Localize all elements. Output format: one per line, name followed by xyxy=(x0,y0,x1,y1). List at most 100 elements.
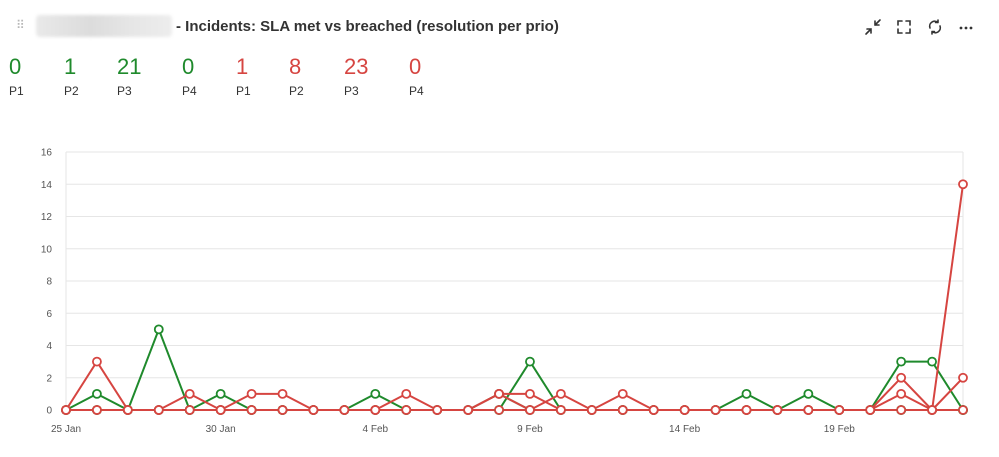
y-tick-label: 8 xyxy=(46,277,52,288)
data-point xyxy=(215,388,226,399)
kpi-label: P4 xyxy=(409,84,424,98)
fullscreen-icon[interactable] xyxy=(888,14,919,40)
x-tick-label: 4 Feb xyxy=(363,424,389,435)
y-tick-label: 6 xyxy=(46,309,52,320)
data-point xyxy=(772,405,783,415)
data-point xyxy=(710,405,721,415)
data-point xyxy=(896,372,907,383)
widget-toolbar xyxy=(857,14,981,40)
kpi-row: 0 P1 1 P2 21 P3 0 P4 1 P1 8 P2 23 P3 0 P… xyxy=(0,54,999,106)
data-point xyxy=(184,405,195,415)
kpi-met-p4: 0 P4 xyxy=(182,54,197,98)
data-point xyxy=(865,405,876,415)
y-tick-label: 0 xyxy=(46,406,52,417)
data-point xyxy=(927,356,937,367)
y-tick-label: 14 xyxy=(41,180,53,191)
x-tick-label: 14 Feb xyxy=(669,424,701,435)
data-point xyxy=(927,405,937,415)
data-point xyxy=(741,388,752,399)
data-point xyxy=(61,405,71,415)
widget-title: - Incidents: SLA met vs breached (resolu… xyxy=(176,18,559,35)
kpi-breached-p4: 0 P4 xyxy=(409,54,424,98)
data-point xyxy=(803,388,814,399)
drag-handle-icon[interactable]: ⠿ xyxy=(16,18,25,32)
x-tick-label: 25 Jan xyxy=(51,424,81,435)
kpi-breached-p3: 23 P3 xyxy=(344,54,368,98)
kpi-label: P1 xyxy=(236,84,251,98)
refresh-icon[interactable] xyxy=(919,14,950,40)
kpi-value: 1 xyxy=(236,54,249,79)
kpi-met-p3: 21 P3 xyxy=(117,54,141,98)
data-point xyxy=(896,405,907,415)
data-point xyxy=(277,388,288,399)
kpi-value: 0 xyxy=(409,54,422,79)
data-point xyxy=(741,405,752,415)
data-point xyxy=(432,405,443,415)
sla-line-chart: 0 2 4 6 8 10 12 14 16 25 Jan 30 Jan 4 Feb 9 Feb 14 Fe… xyxy=(41,148,968,435)
kpi-label: P2 xyxy=(289,84,304,98)
data-point xyxy=(370,388,381,399)
data-point xyxy=(339,405,350,415)
kpi-value: 0 xyxy=(182,54,195,79)
widget-header: ⠿ - Incidents: SLA met vs breached (reso… xyxy=(0,0,999,52)
kpi-label: P3 xyxy=(117,84,132,98)
kpi-label: P3 xyxy=(344,84,359,98)
data-point xyxy=(834,405,845,415)
data-point xyxy=(617,388,628,399)
data-point xyxy=(277,405,288,415)
kpi-value: 23 xyxy=(344,54,369,79)
y-tick-label: 16 xyxy=(41,148,53,159)
data-point xyxy=(246,388,257,399)
kpi-breached-p2: 8 P2 xyxy=(289,54,304,98)
kpi-label: P2 xyxy=(64,84,79,98)
data-point xyxy=(92,388,102,399)
data-point xyxy=(401,405,412,415)
data-point xyxy=(370,405,381,415)
y-tick-label: 10 xyxy=(41,244,53,255)
data-point xyxy=(401,388,412,399)
x-tick-label: 19 Feb xyxy=(824,424,856,435)
data-point xyxy=(617,405,628,415)
data-point xyxy=(525,356,535,367)
series-line xyxy=(65,328,964,411)
data-point xyxy=(92,405,102,415)
x-tick-label: 30 Jan xyxy=(206,424,236,435)
kpi-value: 8 xyxy=(289,54,302,79)
redacted-name xyxy=(36,15,172,37)
kpi-label: P1 xyxy=(9,84,24,98)
data-point xyxy=(525,388,535,399)
kpi-value: 1 xyxy=(64,54,77,79)
data-point xyxy=(463,405,474,415)
y-tick-label: 2 xyxy=(46,373,52,384)
more-icon[interactable] xyxy=(950,14,981,40)
kpi-met-p2: 1 P2 xyxy=(64,54,79,98)
data-point xyxy=(215,405,226,415)
data-point xyxy=(153,405,164,415)
data-point xyxy=(679,405,690,415)
data-point xyxy=(308,405,319,415)
y-tick-label: 4 xyxy=(46,341,52,352)
data-point xyxy=(958,372,968,383)
data-point xyxy=(803,405,814,415)
data-point xyxy=(92,356,102,367)
series-line xyxy=(65,184,964,411)
kpi-label: P4 xyxy=(182,84,197,98)
data-point xyxy=(184,388,195,399)
data-point xyxy=(555,405,566,415)
data-point xyxy=(896,356,907,367)
data-point xyxy=(896,388,907,399)
data-point xyxy=(648,405,659,415)
data-point xyxy=(525,405,535,415)
kpi-breached-p1: 1 P1 xyxy=(236,54,251,98)
kpi-value: 0 xyxy=(9,54,22,79)
collapse-icon[interactable] xyxy=(857,14,888,40)
data-point xyxy=(958,405,968,415)
data-point xyxy=(586,405,597,415)
data-point xyxy=(555,388,566,399)
data-point xyxy=(246,405,257,415)
data-point xyxy=(958,179,968,190)
kpi-value: 21 xyxy=(117,54,142,79)
data-point xyxy=(494,405,504,415)
data-point xyxy=(122,405,133,415)
y-tick-label: 12 xyxy=(41,212,53,223)
